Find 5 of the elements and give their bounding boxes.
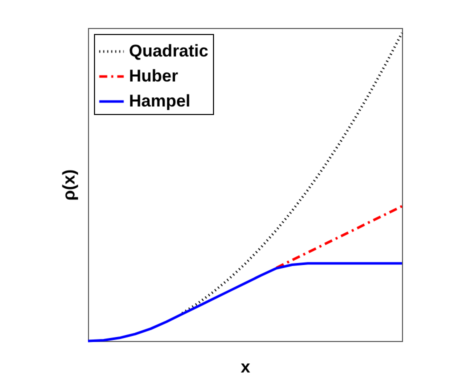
legend-label: Hampel <box>129 92 190 110</box>
legend-label: Quadratic <box>129 42 208 60</box>
legend-label: Huber <box>129 66 178 86</box>
y-axis-title: ρ(x) <box>60 169 78 201</box>
x-axis-title: x <box>240 358 251 376</box>
